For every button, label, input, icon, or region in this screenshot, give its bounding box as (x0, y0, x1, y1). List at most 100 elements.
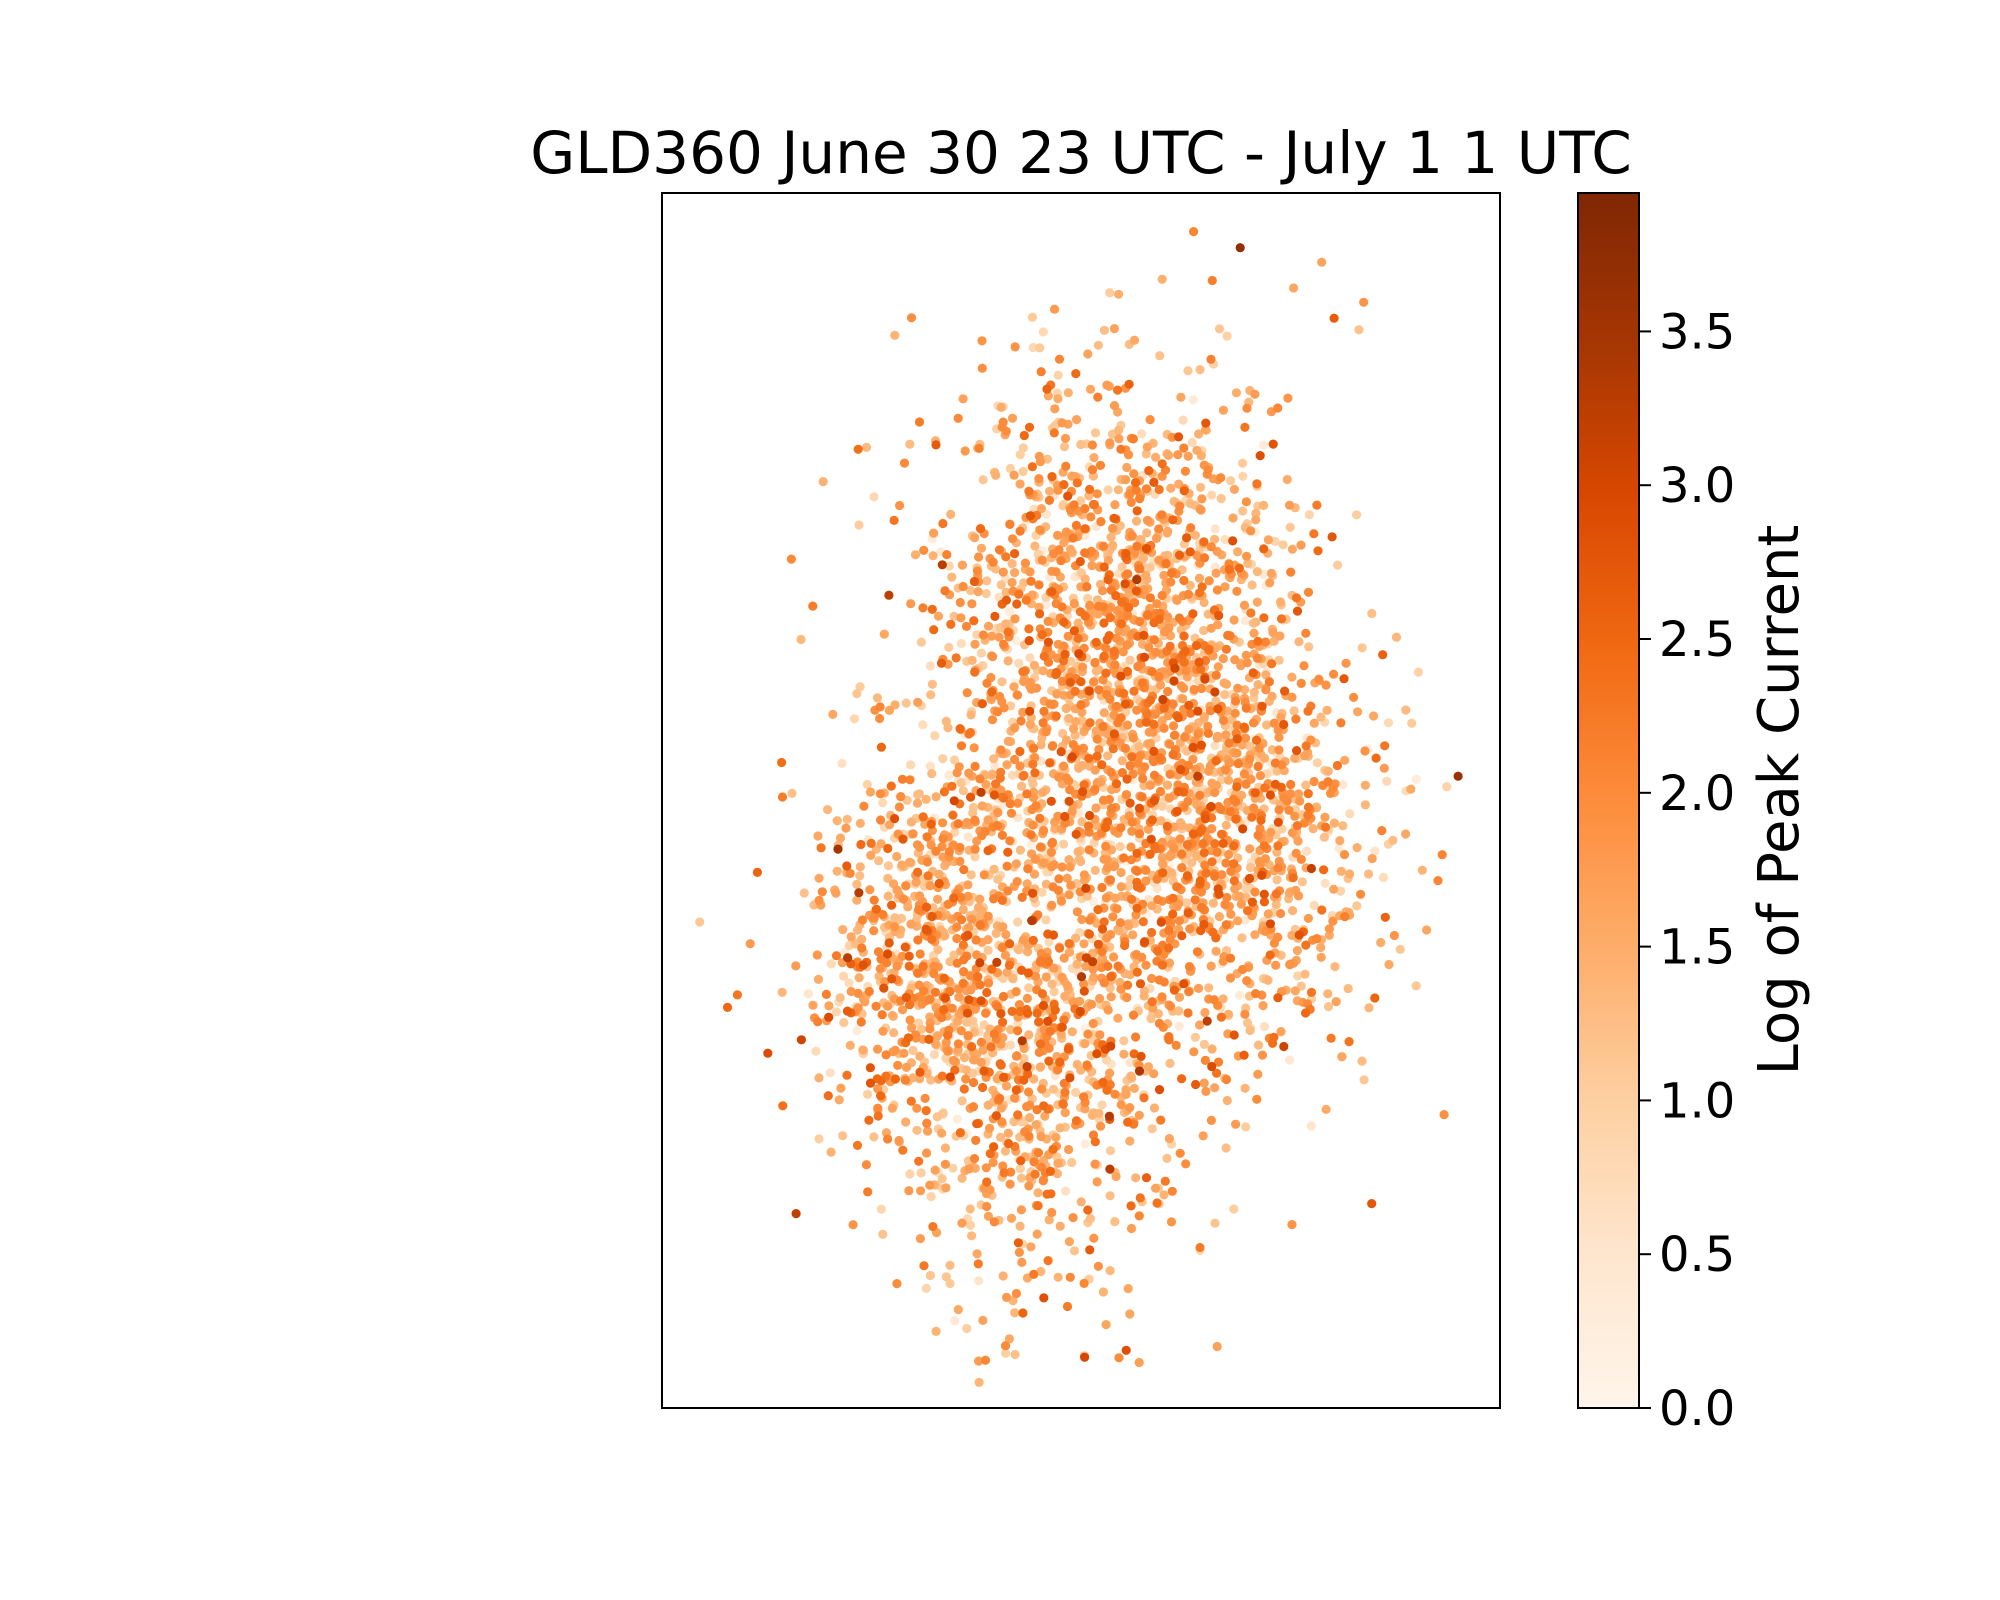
scatter-point (1022, 1062, 1032, 1072)
scatter-point (1114, 425, 1124, 435)
scatter-point (1022, 1102, 1032, 1112)
scatter-point (1094, 601, 1104, 611)
scatter-point (943, 1046, 953, 1056)
scatter-point (1055, 943, 1065, 953)
scatter-point (852, 895, 862, 905)
scatter-point (1008, 534, 1018, 544)
scatter-point (1043, 1016, 1053, 1026)
scatter-point (1127, 817, 1137, 827)
scatter-point (940, 586, 950, 596)
scatter-point (1187, 858, 1197, 868)
scatter-point (958, 940, 969, 950)
scatter-point (1067, 1157, 1077, 1168)
scatter-point (1050, 304, 1060, 314)
scatter-point (1076, 496, 1086, 506)
scatter-point (1189, 1047, 1199, 1057)
scatter-point (1134, 742, 1144, 752)
scatter-point (1184, 987, 1194, 997)
scatter-point (1032, 1229, 1042, 1239)
scatter-point (1312, 758, 1322, 768)
scatter-point (991, 470, 1001, 480)
scatter-point (1069, 724, 1079, 734)
scatter-point (890, 1045, 900, 1055)
scatter-point (1110, 861, 1120, 871)
scatter-point (1286, 567, 1296, 577)
scatter-point (865, 787, 876, 797)
scatter-point (836, 1083, 846, 1093)
scatter-point (1001, 619, 1011, 629)
scatter-point (1018, 1308, 1028, 1318)
scatter-point (943, 899, 953, 910)
scatter-point (1062, 981, 1072, 991)
scatter-point (1231, 388, 1241, 398)
scatter-point (1129, 548, 1140, 558)
scatter-point (1093, 340, 1103, 350)
scatter-point (853, 444, 863, 454)
scatter-point (1196, 902, 1207, 913)
scatter-point (1071, 717, 1081, 727)
scatter-point (1037, 887, 1047, 897)
scatter-point (1105, 1266, 1115, 1276)
scatter-point (1195, 1242, 1205, 1253)
scatter-point (1176, 764, 1186, 775)
scatter-point (1163, 526, 1173, 536)
scatter-point (1010, 1093, 1020, 1103)
scatter-point (931, 846, 941, 856)
scatter-point (1339, 850, 1350, 860)
scatter-point (1111, 701, 1122, 711)
scatter-point (1163, 711, 1173, 721)
scatter-point (1032, 683, 1042, 693)
scatter-point (1057, 676, 1067, 687)
scatter-point (1073, 847, 1083, 857)
scatter-point (1003, 886, 1013, 896)
scatter-point (1049, 963, 1059, 973)
scatter-point (1164, 793, 1174, 803)
scatter-point (1114, 569, 1124, 579)
scatter-point (1139, 652, 1150, 662)
scatter-point (1114, 1353, 1124, 1363)
scatter-point (883, 1001, 893, 1011)
scatter-point (1158, 694, 1168, 705)
scatter-point (1132, 882, 1142, 892)
scatter-point (1193, 729, 1203, 739)
scatter-point (957, 1173, 967, 1183)
scatter-point (1013, 1110, 1023, 1120)
scatter-point (1195, 790, 1205, 801)
scatter-point (1191, 764, 1201, 774)
scatter-point (922, 1118, 932, 1128)
scatter-point (1106, 767, 1116, 778)
scatter-point (695, 917, 705, 927)
scatter-point (1058, 1099, 1068, 1109)
scatter-point (1045, 486, 1055, 496)
scatter-point (1257, 1050, 1268, 1060)
scatter-point (1193, 983, 1204, 994)
scatter-point (1343, 984, 1353, 994)
scatter-point (1265, 578, 1275, 588)
scatter-point (1037, 989, 1047, 999)
scatter-point (1173, 786, 1183, 797)
scatter-point (1045, 758, 1055, 768)
scatter-point (1024, 1131, 1034, 1141)
scatter-point (1317, 257, 1327, 267)
scatter-point (948, 810, 958, 820)
scatter-point (1199, 919, 1209, 930)
scatter-point (1189, 684, 1199, 695)
scatter-point (1042, 1189, 1052, 1199)
scatter-point (1114, 434, 1124, 444)
scatter-point (1047, 587, 1057, 597)
scatter-point (1013, 945, 1024, 955)
scatter-point (1007, 559, 1017, 569)
scatter-point (1142, 709, 1152, 719)
scatter-point (1185, 924, 1195, 934)
scatter-point (1323, 1002, 1334, 1012)
scatter-point (961, 1074, 971, 1084)
scatter-point (931, 1326, 941, 1336)
scatter-point (866, 838, 876, 849)
scatter-point (983, 846, 993, 856)
scatter-point (914, 789, 924, 799)
scatter-point (1411, 774, 1421, 784)
scatter-point (898, 894, 909, 904)
scatter-point (958, 786, 968, 796)
scatter-point (1079, 1092, 1089, 1102)
scatter-point (1001, 595, 1012, 605)
